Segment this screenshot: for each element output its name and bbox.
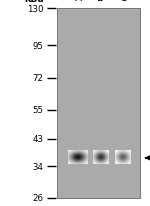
Text: B: B xyxy=(97,0,104,3)
Text: 95: 95 xyxy=(33,42,44,50)
Text: 130: 130 xyxy=(27,5,44,14)
Text: 55: 55 xyxy=(33,105,43,115)
Text: A: A xyxy=(74,0,82,3)
Text: C: C xyxy=(119,0,127,3)
Text: 72: 72 xyxy=(33,74,43,83)
Bar xyxy=(57,9,140,198)
Text: 43: 43 xyxy=(33,134,43,143)
Text: 34: 34 xyxy=(33,162,43,171)
Text: 26: 26 xyxy=(33,193,43,202)
Text: KDa: KDa xyxy=(24,0,44,5)
